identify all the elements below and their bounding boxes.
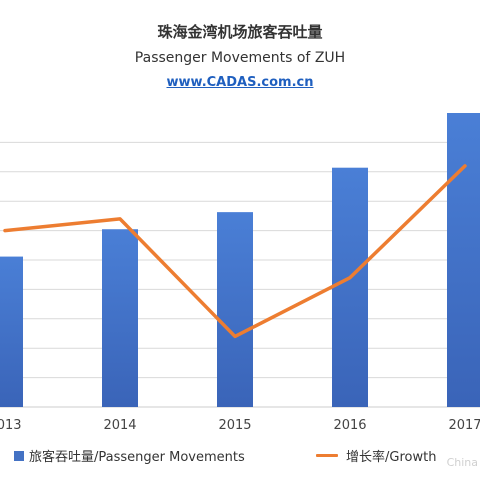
x-tick-label-2016: 2016: [333, 418, 366, 433]
chart-title-chinese: 珠海金湾机场旅客吞吐量: [157, 23, 323, 41]
legend-item-growth: 增长率/Growth: [316, 446, 436, 465]
chart-title-english: Passenger Movements of ZUH: [134, 50, 346, 66]
chart-legend: 旅客吞吐量/Passenger Movements 增长率/Growth: [0, 446, 480, 466]
x-tick-label-2014: 2014: [103, 418, 136, 433]
legend-label-growth: 增长率/Growth: [346, 450, 437, 465]
legend-item-passenger: 旅客吞吐量/Passenger Movements: [14, 446, 245, 465]
legend-label-passenger: 旅客吞吐量/Passenger Movements: [29, 450, 245, 465]
chart-title-block: 珠海金湾机场旅客吞吐量 Passenger Movements of ZUH w…: [0, 22, 480, 92]
legend-swatch-line: [316, 454, 338, 457]
legend-swatch-bar: [14, 450, 24, 461]
bar-2015: [217, 212, 253, 407]
bar-2016: [332, 167, 368, 407]
bar-2017: [447, 113, 480, 407]
watermark: China: [446, 456, 478, 469]
source-link[interactable]: www.CADAS.com.cn: [166, 75, 314, 90]
x-tick-label-2015: 2015: [218, 418, 251, 433]
bar-2014: [102, 229, 138, 407]
bar-2013: [0, 256, 23, 407]
growth-line: [3, 164, 467, 339]
x-tick-label-2017: 2017: [448, 418, 480, 433]
x-tick-label-2013: 2013: [0, 418, 22, 433]
